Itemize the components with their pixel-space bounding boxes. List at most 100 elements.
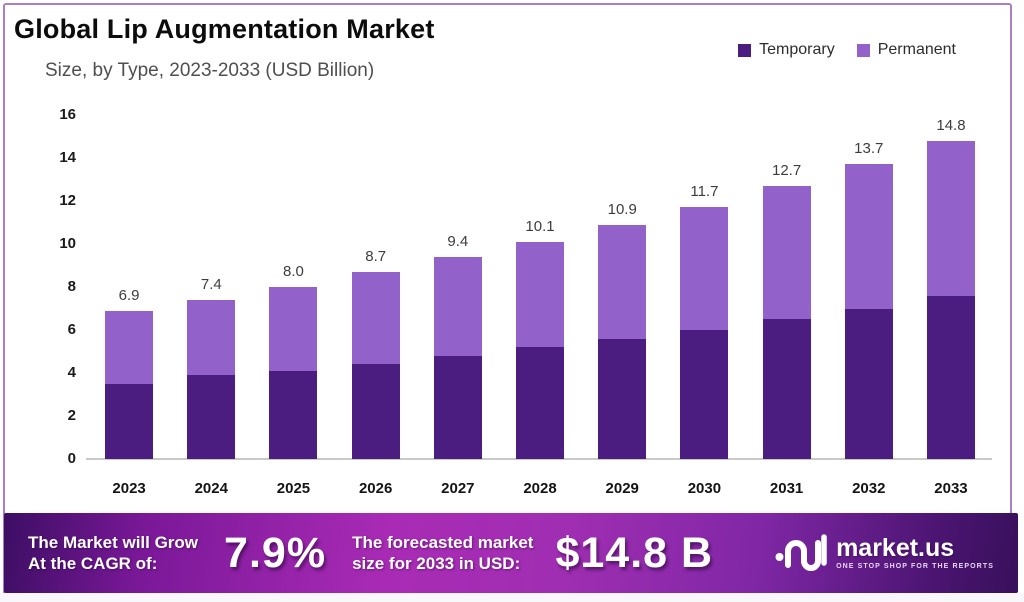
x-axis-label: 2023 <box>112 480 146 497</box>
legend-label-permanent: Permanent <box>877 41 956 58</box>
y-tick-label: 6 <box>67 321 76 338</box>
bar-segment-permanent <box>680 207 729 330</box>
y-axis: 0 2 4 6 8 10 12 14 16 <box>0 106 76 467</box>
logo-tagline: ONE STOP SHOP FOR THE REPORTS <box>836 563 994 570</box>
bar-segment-permanent <box>187 299 236 376</box>
x-axis-label: 2025 <box>276 480 311 497</box>
bar-segment-temporary <box>680 330 729 459</box>
bar-segment-permanent <box>762 185 811 320</box>
bar-total-label: 14.8 <box>936 116 966 134</box>
bar-segment-temporary <box>926 295 975 459</box>
bar-group: 13.7 2032 <box>828 115 910 497</box>
legend-item-permanent: Permanent <box>856 41 956 59</box>
page-subtitle: Size, by Type, 2023-2033 (USD Billion) <box>45 60 375 81</box>
chart-legend: Temporary Permanent <box>738 41 956 59</box>
bar-total-label: 7.4 <box>200 275 222 293</box>
x-axis-line <box>86 458 992 460</box>
marketus-logo-icon <box>775 531 827 576</box>
permanent-swatch-icon <box>856 43 870 57</box>
bar-stack <box>187 299 236 459</box>
x-axis-label: 2029 <box>605 480 639 497</box>
bar-stack <box>433 256 482 459</box>
bar-segment-temporary <box>105 383 154 459</box>
bar-segment-temporary <box>187 375 236 459</box>
bar-stack <box>516 241 565 459</box>
bar-segment-permanent <box>433 256 482 356</box>
bar-group: 10.1 2028 <box>499 115 581 497</box>
logo-text-stack: market.us ONE STOP SHOP FOR THE REPORTS <box>836 534 994 571</box>
bar-group: 10.9 2029 <box>581 115 663 497</box>
bar-segment-temporary <box>433 355 482 459</box>
bar-segment-temporary <box>351 364 400 459</box>
bar-segment-permanent <box>926 140 975 296</box>
bar-total-label: 8.7 <box>365 247 387 265</box>
bar-total-label: 9.4 <box>447 232 469 250</box>
bar-stack <box>598 224 647 459</box>
x-axis-label: 2027 <box>441 480 475 497</box>
cagr-value: 7.9% <box>224 528 327 577</box>
bar-segment-temporary <box>516 347 565 459</box>
bar-segment-permanent <box>269 287 318 371</box>
bottom-strip <box>0 593 1024 602</box>
forecast-value: $14.8 B <box>555 528 714 577</box>
bar-segment-temporary <box>844 308 893 459</box>
x-axis-label: 2024 <box>194 480 228 497</box>
bar-segment-temporary <box>269 370 318 459</box>
bar-stack <box>762 185 811 459</box>
y-tick-label: 10 <box>59 235 76 252</box>
forecast-text: The forecasted market size for 2033 in U… <box>352 532 533 574</box>
bar-segment-permanent <box>844 164 893 309</box>
bar-stack <box>844 164 893 459</box>
bar-total-label: 10.1 <box>525 217 555 235</box>
y-tick-label: 14 <box>59 149 76 166</box>
bar-stack <box>105 310 154 459</box>
y-tick-label: 0 <box>67 450 76 467</box>
bar-group: 11.7 2030 <box>663 115 745 497</box>
y-tick-label: 12 <box>59 192 76 209</box>
cagr-text-line1: The Market will Grow <box>28 533 199 552</box>
legend-item-temporary: Temporary <box>738 41 835 59</box>
bar-total-label: 11.7 <box>690 183 719 201</box>
bar-segment-permanent <box>516 241 565 348</box>
marketus-logo: market.us ONE STOP SHOP FOR THE REPORTS <box>775 531 994 576</box>
bar-segment-temporary <box>598 338 647 459</box>
x-axis-label: 2031 <box>769 480 804 497</box>
bar-stack <box>351 271 400 459</box>
bar-stack <box>269 287 318 459</box>
bar-group: 8.7 2026 <box>335 115 417 497</box>
bar-group: 7.4 2024 <box>170 115 252 497</box>
bar-segment-permanent <box>351 271 400 365</box>
bar-stack <box>680 207 729 459</box>
bar-segment-temporary <box>762 319 811 459</box>
cagr-text-line2: At the CAGR of: <box>28 554 158 573</box>
logo-wordmark: market.us <box>836 534 955 562</box>
y-tick-label: 16 <box>59 106 76 123</box>
bar-total-label: 6.9 <box>118 286 140 304</box>
x-axis-label: 2028 <box>523 480 557 497</box>
forecast-text-line1: The forecasted market <box>352 533 534 552</box>
legend-label-temporary: Temporary <box>759 41 835 58</box>
page-title: Global Lip Augmentation Market <box>14 14 435 44</box>
bar-group: 9.4 2027 <box>417 115 499 497</box>
x-axis-label: 2032 <box>852 480 886 497</box>
x-axis-label: 2026 <box>358 480 393 497</box>
bottom-banner: The Market will Grow At the CAGR of: 7.9… <box>4 513 1018 593</box>
bar-group: 14.8 2033 <box>910 115 992 497</box>
x-axis-label: 2033 <box>934 480 968 497</box>
bar-group: 6.9 2023 <box>88 115 170 497</box>
y-tick-label: 8 <box>67 278 76 295</box>
temporary-swatch-icon <box>738 43 752 57</box>
y-tick-label: 4 <box>67 364 76 381</box>
bar-total-label: 8.0 <box>283 263 304 280</box>
forecast-text-line2: size for 2033 in USD: <box>352 554 521 573</box>
y-tick-label: 2 <box>67 407 76 424</box>
bar-total-label: 13.7 <box>854 140 884 158</box>
cagr-text: The Market will Grow At the CAGR of: <box>28 532 198 574</box>
bar-group: 12.7 2031 <box>746 115 828 497</box>
bar-group: 8.0 2025 <box>252 115 334 497</box>
x-axis-label: 2030 <box>687 480 722 497</box>
bar-stack <box>926 140 975 459</box>
bar-total-label: 12.7 <box>771 161 802 179</box>
bar-segment-permanent <box>105 310 154 384</box>
